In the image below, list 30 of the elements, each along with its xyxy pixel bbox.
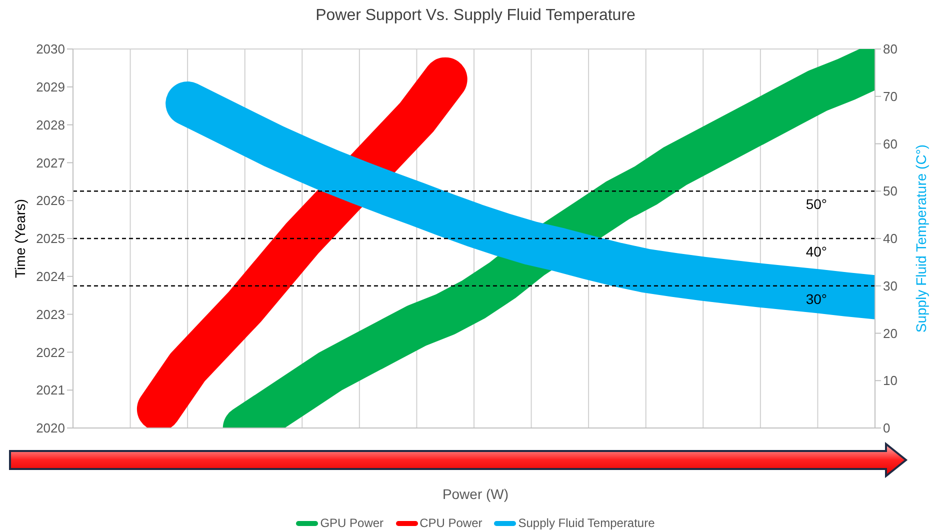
y2-tick-label: 40: [883, 231, 898, 246]
legend-label: GPU Power: [319, 516, 384, 530]
y2-tick-label: 0: [883, 420, 890, 436]
y-tick-label: 2025: [36, 231, 65, 246]
y-tick-label: 2020: [36, 420, 65, 436]
y2-tick-label: 80: [883, 42, 898, 57]
y2-tick-label: 30: [883, 278, 898, 294]
chart-title: Power Support Vs. Supply Fluid Temperature: [314, 7, 636, 26]
y2-tick-label: 20: [883, 326, 898, 341]
y2-tick-label: 10: [883, 373, 898, 388]
ref-line-label: 30°: [806, 290, 827, 307]
legend-label: Supply Fluid Temperature: [517, 516, 655, 530]
y-tick-label: 2029: [36, 80, 65, 95]
ref-line-label: 40°: [806, 243, 827, 260]
y-tick-label: 2024: [36, 269, 65, 284]
y-tick-label: 2023: [36, 306, 65, 322]
y-tick-label: 2026: [36, 193, 65, 208]
y-tick-label: 2028: [36, 117, 65, 132]
ref-line-label: 50°: [806, 196, 827, 212]
x-axis-title: Power (W): [441, 486, 510, 504]
y2-tick-label: 60: [883, 136, 898, 152]
y-tick-label: 2027: [36, 155, 65, 170]
y-tick-label: 2030: [36, 42, 65, 57]
y-tick-label: 2022: [36, 344, 65, 360]
y-axis-title: Time (Years): [12, 198, 28, 278]
y2-axis-title: Supply Fluid Temperature (C°): [912, 144, 929, 333]
legend-label: CPU Power: [418, 516, 482, 530]
y2-tick-label: 70: [883, 88, 898, 104]
y-tick-label: 2021: [36, 382, 65, 398]
y2-tick-label: 50: [883, 184, 898, 199]
